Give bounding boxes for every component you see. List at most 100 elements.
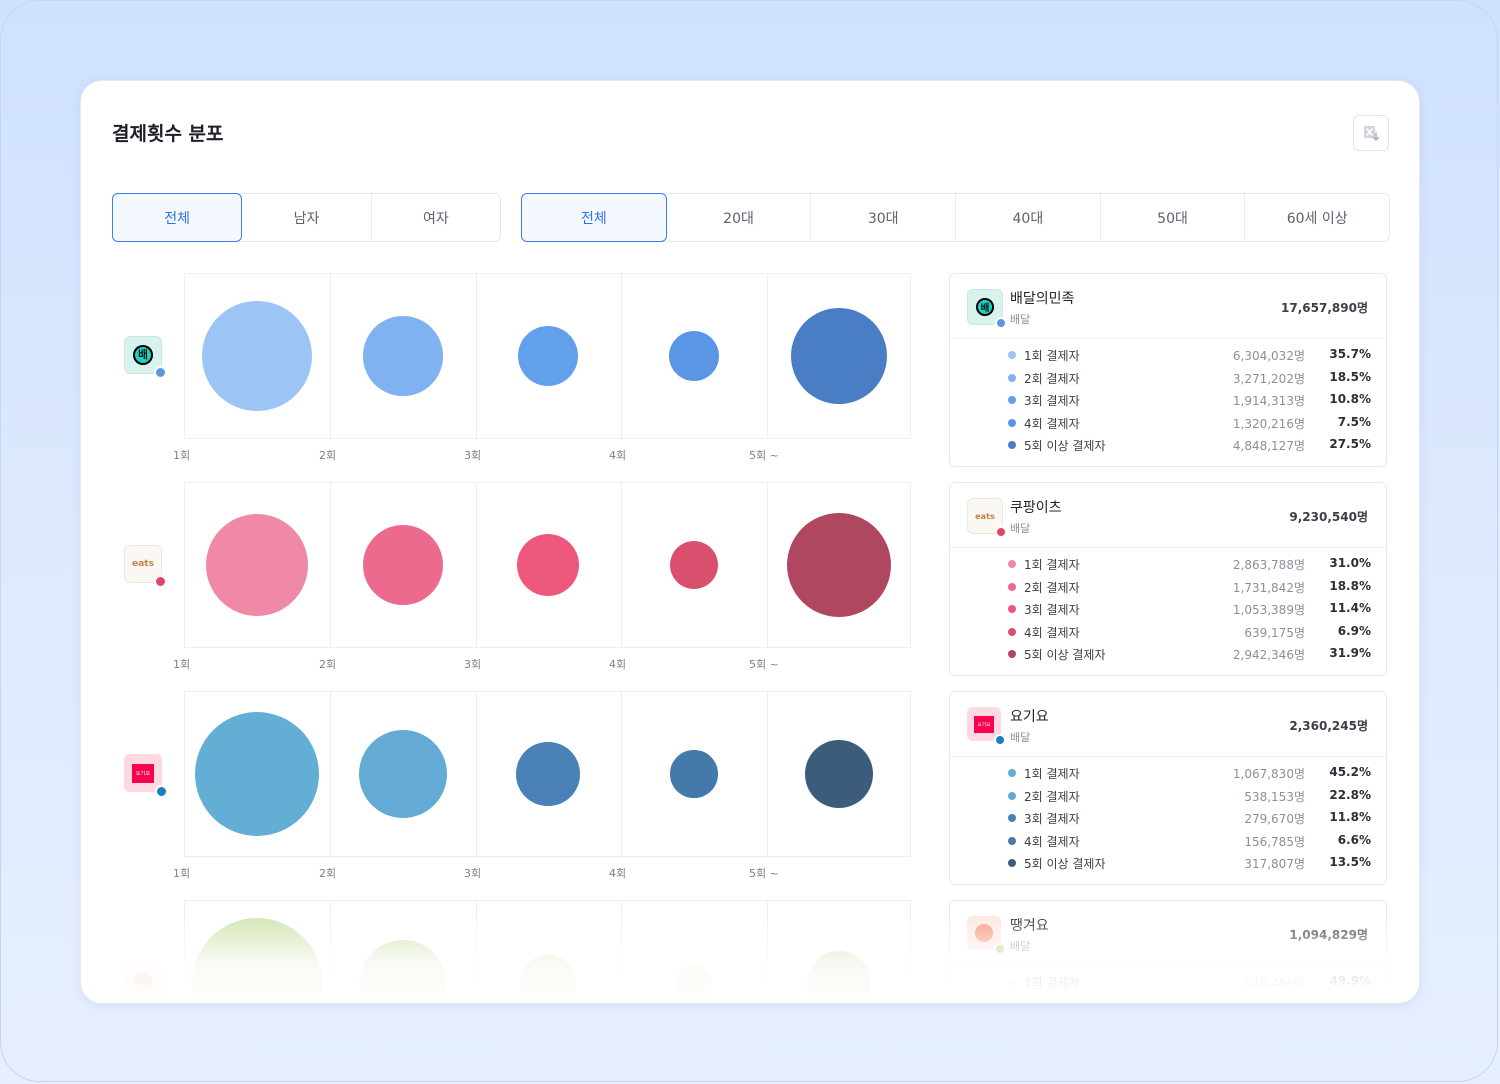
gender-filter-option[interactable]: 남자: [242, 194, 372, 241]
legend-row: 1회 결제자 6,304,032명 35.7%: [1008, 346, 1371, 364]
bubble-chart: [184, 273, 911, 439]
chart-cell: [331, 274, 477, 438]
chart-cell: [767, 692, 910, 856]
legend-row: 1회 결제자 1,067,830명 45.2%: [1008, 764, 1371, 782]
excel-download-icon: [1364, 126, 1380, 141]
age-filter-option[interactable]: 50대: [1101, 194, 1246, 241]
gender-filter-option[interactable]: 전체: [112, 193, 243, 242]
legend-count: 317,807명: [1244, 857, 1305, 871]
data-bubble[interactable]: [520, 955, 576, 1003]
brand-row: 배 1회 2회 3회 4회 5회 ~ 배 배달의민족 배달 17,657,890명 1회 결제자 6,…: [81, 273, 1419, 482]
legend-count: 1,914,313명: [1232, 394, 1305, 408]
data-bubble[interactable]: [670, 750, 718, 798]
legend-count: 546,456명: [1244, 976, 1305, 990]
legend-row: 5회 이상 결제자 317,807명 13.5%: [1008, 854, 1371, 872]
legend-dot: [1008, 814, 1016, 822]
ddangyo-mark: [974, 923, 994, 943]
data-bubble[interactable]: [807, 951, 871, 1003]
legend-percent: 18.5%: [1329, 369, 1371, 384]
data-bubble[interactable]: [517, 325, 579, 387]
legend-row: 4회 결제자 156,785명 6.6%: [1008, 832, 1371, 850]
data-bubble[interactable]: [668, 330, 720, 382]
divider: [950, 338, 1386, 339]
legend-count: 4,848,127명: [1232, 439, 1305, 453]
data-bubble[interactable]: [790, 307, 888, 405]
legend-percent: 6.9%: [1337, 623, 1371, 638]
age-filter-option[interactable]: 30대: [811, 194, 957, 241]
legend-label: 5회 이상 결제자: [1024, 439, 1106, 453]
chart-cell: [185, 483, 331, 647]
gender-filter-option[interactable]: 여자: [422, 210, 449, 227]
data-bubble[interactable]: [516, 742, 580, 806]
brand-accent-dot: [995, 526, 1007, 538]
legend-label: 4회 결제자: [1024, 625, 1080, 640]
data-bubble[interactable]: [191, 917, 323, 1003]
legend-label: 3회 결제자: [1024, 394, 1080, 408]
yogiyo-wordmark: 요기요: [973, 715, 995, 733]
data-bubble[interactable]: [669, 540, 719, 590]
brand-category: 배달: [1010, 313, 1031, 326]
data-bubble[interactable]: [786, 512, 892, 618]
x-tick-label: 3회: [464, 449, 482, 462]
bubble-chart: [184, 482, 911, 648]
legend-count: 2,863,788명: [1232, 558, 1305, 572]
brand-name: 쿠팡이츠: [1010, 500, 1062, 516]
chart-cell: [622, 274, 768, 438]
data-bubble[interactable]: [516, 533, 580, 597]
legend-percent: 22.8%: [1329, 787, 1371, 802]
chart-cell: [331, 901, 477, 1003]
coupang-eats-logo-icon: eats: [124, 545, 167, 588]
legend-dot: [1008, 373, 1016, 382]
legend-percent: 7.5%: [1337, 414, 1371, 429]
legend-label: 1회 결제자: [1024, 349, 1080, 363]
data-bubble[interactable]: [363, 316, 443, 396]
legend-label: 1회 결제자: [1024, 767, 1080, 781]
age-filter-option[interactable]: 20대: [667, 194, 812, 241]
legend-count: 1,067,830명: [1232, 767, 1305, 781]
legend-dot: [1008, 769, 1016, 777]
chart-cell: [476, 274, 622, 438]
chart-cell: [331, 483, 477, 647]
legend-label: 2회 결제자: [1024, 371, 1080, 386]
brand-name: 요기요: [1010, 709, 1049, 725]
legend-label: 3회 결제자: [1024, 812, 1080, 826]
bubble-chart: [184, 900, 911, 1003]
legend-row: 4회 결제자 639,175명 6.9%: [1008, 623, 1371, 641]
brand-accent-dot: [155, 785, 168, 798]
x-tick-label: 3회: [464, 867, 482, 880]
data-bubble[interactable]: [205, 513, 309, 617]
legend-dot: [1008, 441, 1016, 449]
brand-accent-dot: [995, 317, 1007, 329]
x-tick-label: 1회: [173, 449, 191, 462]
age-filter-option[interactable]: 전체: [521, 193, 667, 242]
data-bubble[interactable]: [359, 939, 447, 1003]
excel-export-button[interactable]: [1353, 115, 1389, 151]
legend-percent: 35.7%: [1329, 347, 1371, 361]
legend-percent: 27.5%: [1329, 437, 1371, 451]
age-filter-option[interactable]: 60세 이상: [1286, 210, 1348, 227]
x-tick-label: 2회: [319, 449, 337, 462]
legend-percent: 45.2%: [1329, 765, 1371, 779]
chart-cell: [476, 901, 622, 1003]
data-bubble[interactable]: [358, 729, 448, 819]
legend-dot: [1008, 859, 1016, 867]
age-filter: 전체 20대 30대 40대 50대 60세 이상: [521, 193, 1390, 242]
data-bubble[interactable]: [363, 525, 443, 605]
legend-label: 3회 결제자: [1024, 603, 1080, 617]
chart-cell: [476, 483, 622, 647]
chart-cell: [185, 901, 331, 1003]
yogiyo-wordmark: 요기요: [131, 763, 155, 783]
legend-count: 1,320,216명: [1232, 416, 1305, 431]
data-bubble[interactable]: [675, 964, 713, 1002]
x-tick-label: 1회: [173, 658, 191, 671]
age-filter-option[interactable]: 40대: [956, 194, 1101, 241]
legend-count: 156,785명: [1244, 834, 1305, 849]
data-bubble[interactable]: [201, 300, 313, 412]
data-bubble[interactable]: [805, 740, 873, 808]
data-bubble[interactable]: [195, 712, 319, 836]
x-tick-label: 5회 ~: [749, 658, 779, 671]
x-tick-label: 2회: [319, 867, 337, 880]
legend-row: 4회 결제자 1,320,216명 7.5%: [1008, 414, 1371, 432]
legend-row: 1회 결제자 2,863,788명 31.0%: [1008, 555, 1371, 573]
chart-cell: [767, 274, 910, 438]
